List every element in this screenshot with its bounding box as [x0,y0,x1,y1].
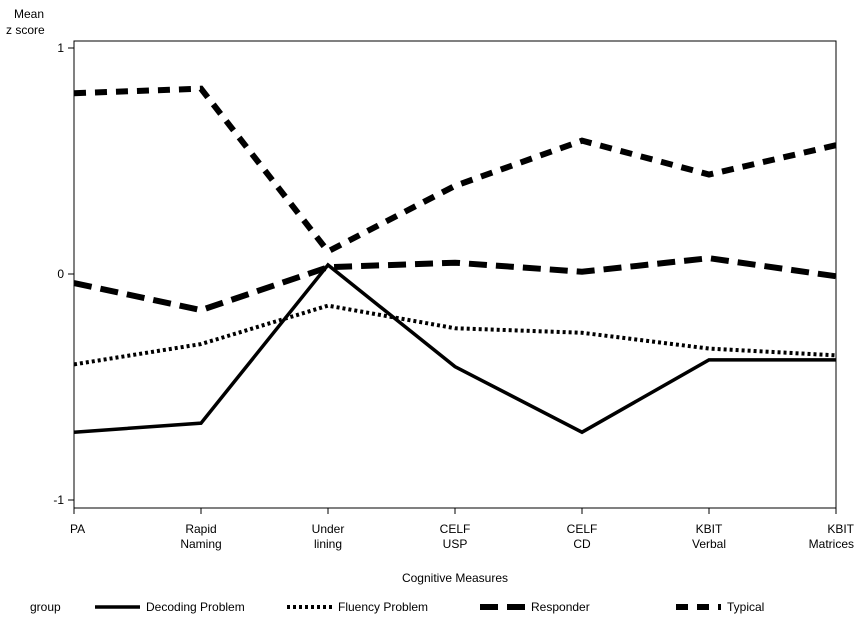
legend-label: Responder [531,600,590,614]
legend-title: group [30,600,61,614]
y-axis: -1 0 1 [53,41,74,507]
series-line-decoding-problem [73,262,836,435]
series-line-responder [73,255,837,314]
y-tick-label: 1 [57,41,64,55]
x-tick-label: KBIT Verbal [692,522,726,551]
x-axis-title: Cognitive Measures [402,571,508,585]
x-tick-label: PA [70,522,85,536]
plot-frame [73,40,837,509]
legend-label: Fluency Problem [338,600,428,614]
x-tick-label: CELF CD [567,522,598,551]
legend: group Decoding Problem Fluency Problem Resp… [30,600,764,614]
x-tick-label: KBIT Matrices [809,522,855,551]
legend-label: Typical [727,600,764,614]
series-lines [73,85,837,435]
y-axis-title-line-1: Mean [14,7,44,21]
y-axis-title-line-2: z score [6,23,45,37]
x-tick-label: Under lining [312,522,345,551]
x-axis: PA Rapid Naming Under lining CELF USP CELF CD KBI… [70,508,855,551]
series-line-fluency-problem [73,303,837,367]
y-tick-label: 0 [57,267,64,281]
series-line-typical [73,85,837,256]
x-tick-label: Rapid Naming [180,522,221,551]
legend-label: Decoding Problem [146,600,245,614]
y-tick-label: -1 [53,493,64,507]
x-tick-label: CELF USP [440,522,471,551]
